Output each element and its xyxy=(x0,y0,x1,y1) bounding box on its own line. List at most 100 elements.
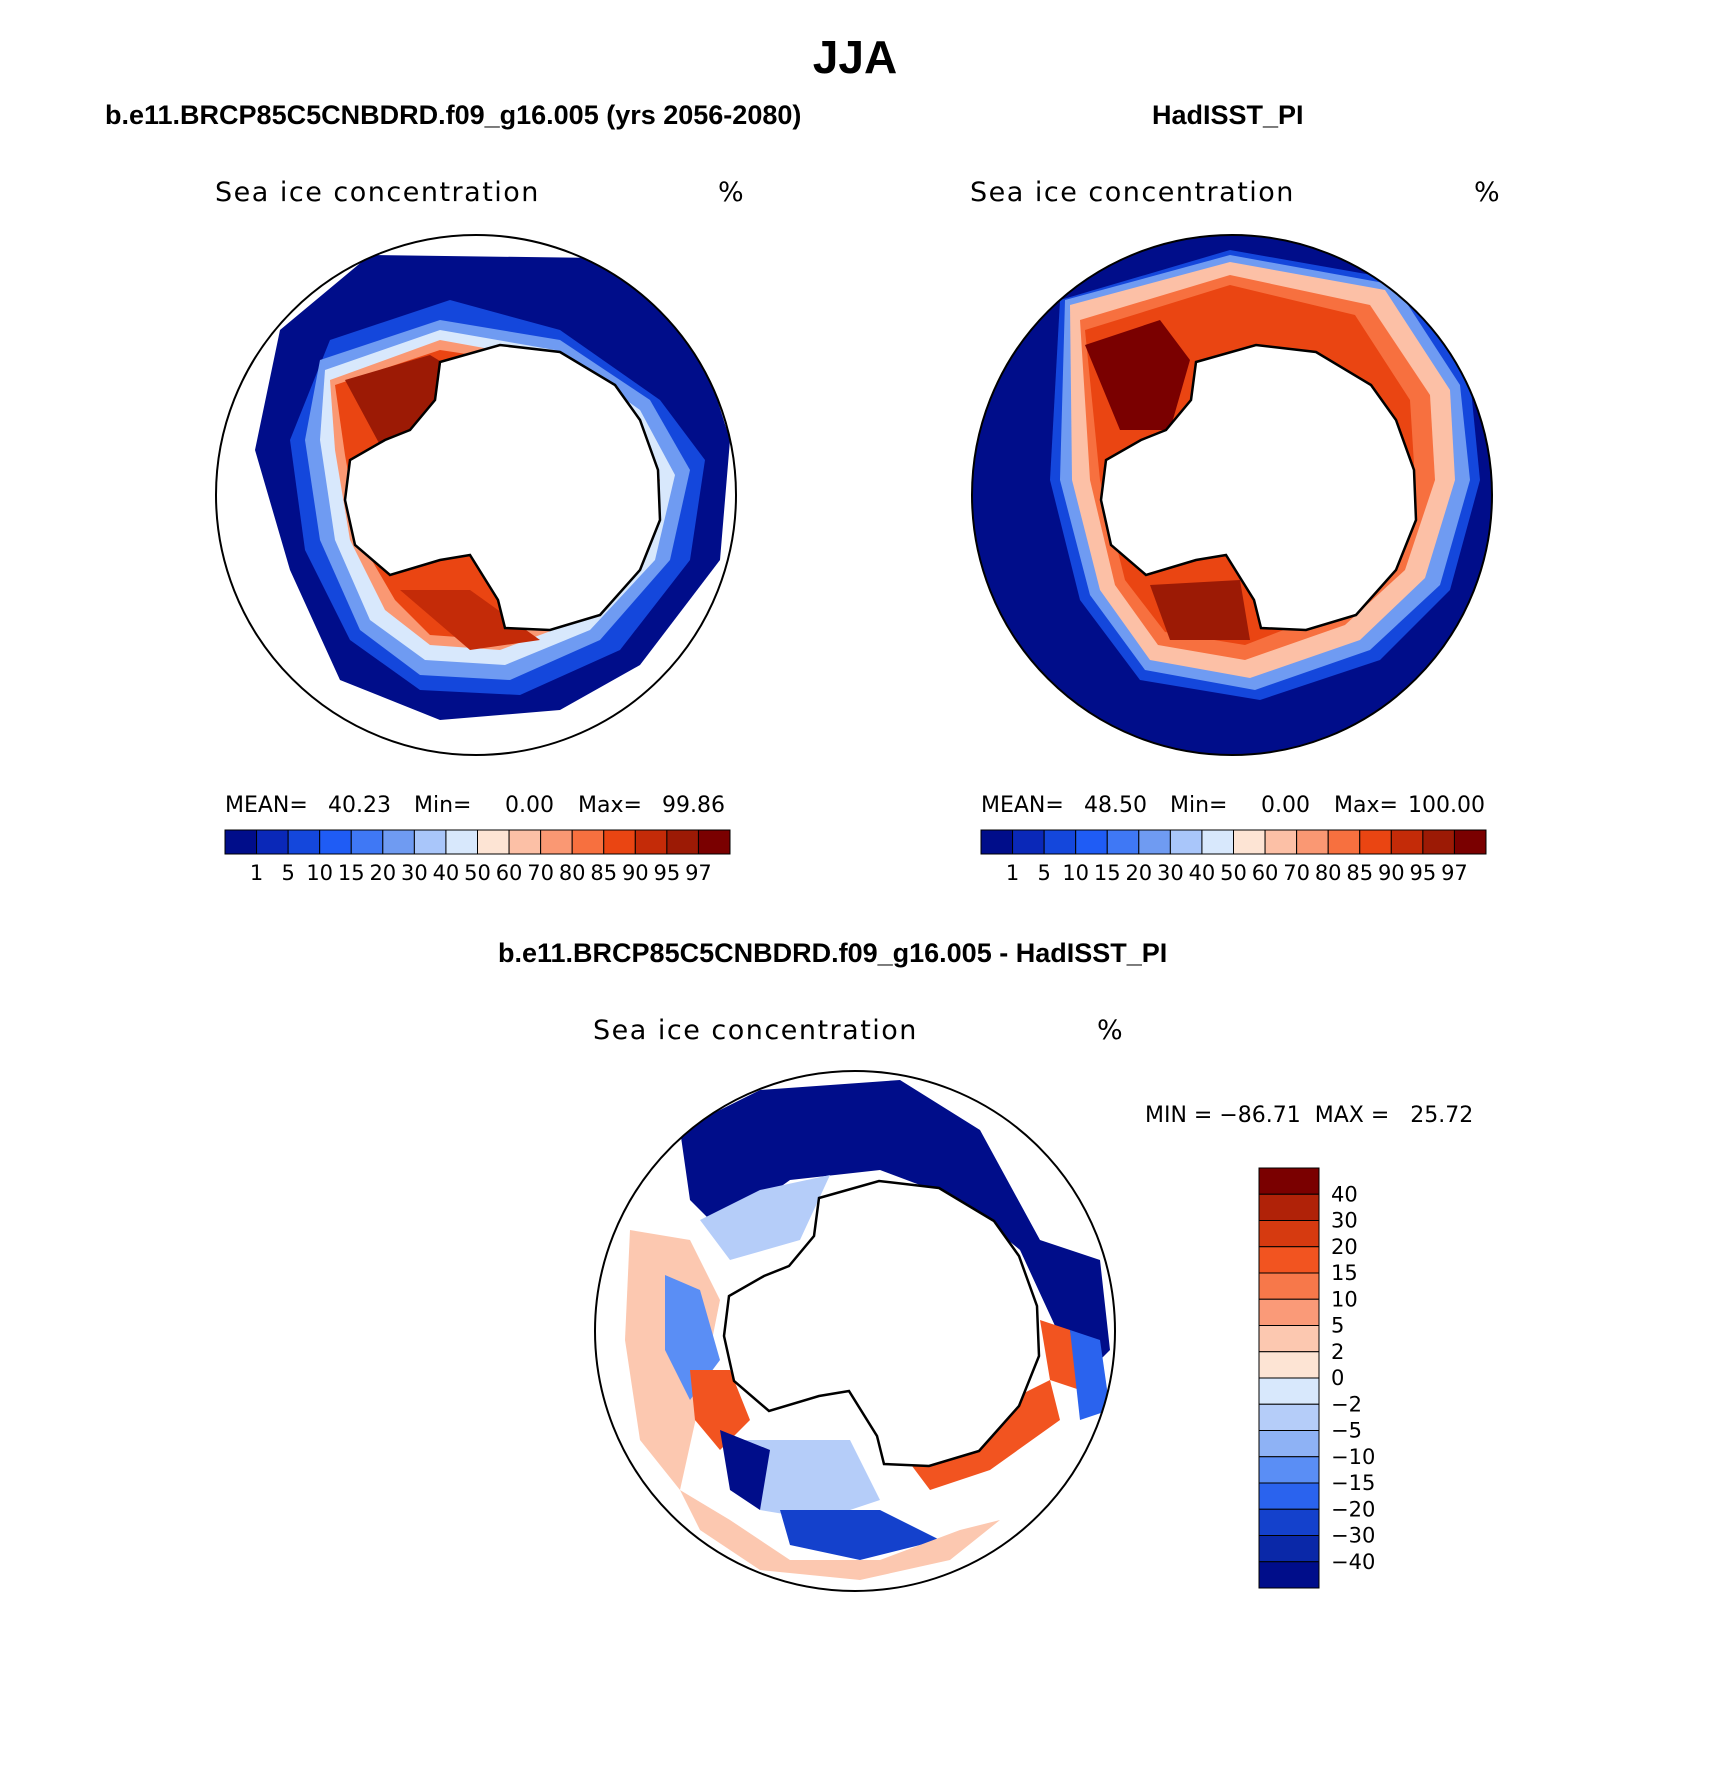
panel-2-colorbar-swatch xyxy=(1390,829,1424,855)
panel-1-units: % xyxy=(718,177,746,208)
panel-1-colorbar-swatch xyxy=(477,829,510,855)
panel-3-colorbar-tick-label: −40 xyxy=(1331,1550,1375,1574)
panel-1-colorbar-tick-label: 97 xyxy=(685,861,712,885)
antarctica-land xyxy=(722,1179,1041,1468)
panel-3-colorbar-swatch xyxy=(1258,1351,1320,1379)
panel-3-colorbar-swatch xyxy=(1258,1482,1320,1510)
panel-2-colorbar-tick-label: 90 xyxy=(1378,861,1405,885)
panel-3-colorbar-tick-label: 15 xyxy=(1331,1261,1358,1285)
panel-3-colorbar-swatch xyxy=(1258,1377,1320,1405)
panel-3-units: % xyxy=(1097,1015,1125,1046)
panel-2-colorbar-tick-label: 70 xyxy=(1283,861,1310,885)
panel-1-colorbar-swatch xyxy=(697,829,731,855)
panel-2-colorbar-tick-label: 15 xyxy=(1094,861,1121,885)
panel-1-mean-label: MEAN= xyxy=(225,793,308,818)
panel-2-colorbar-swatch xyxy=(1264,829,1298,855)
panel-2-colorbar-tick-label: 40 xyxy=(1189,861,1216,885)
panel-1-colorbar-swatch xyxy=(287,829,321,855)
panel-2-colorbar-tick-label: 95 xyxy=(1410,861,1437,885)
panel-2-max-value: 100.00 xyxy=(1408,793,1485,818)
panel-2-mean-value: 48.50 xyxy=(1084,793,1147,818)
panel-2-colorbar-swatch xyxy=(1169,829,1203,855)
panel-2-colorbar-tick-label: 97 xyxy=(1441,861,1468,885)
panel-3-colorbar-tick-label: 5 xyxy=(1331,1314,1344,1338)
panel-1-colorbar-tick-label: 95 xyxy=(654,861,681,885)
panel-1-colorbar-swatch xyxy=(445,829,478,855)
panel-1-colorbar-tick-label: 80 xyxy=(559,861,586,885)
panel-1-colorbar-swatch xyxy=(382,829,415,855)
panel-2-colorbar-tick-label: 85 xyxy=(1346,861,1373,885)
panel-2-colorbar-swatch xyxy=(1327,829,1361,855)
panel-1-colorbar-tick-label: 50 xyxy=(464,861,491,885)
panel-3-colorbar-tick-label: 30 xyxy=(1331,1209,1358,1233)
panel-1-colorbar-tick-label: 15 xyxy=(338,861,365,885)
panel-1-colorbar-swatch xyxy=(508,829,542,855)
panel-1-colorbar-tick-label: 5 xyxy=(281,861,294,885)
panel-3-colorbar-swatch xyxy=(1258,1167,1320,1195)
panel-1-colorbar-tick-label: 60 xyxy=(496,861,523,885)
panel-2-colorbar-tick-label: 80 xyxy=(1315,861,1342,885)
panel-2-colorbar-swatch xyxy=(1106,829,1140,855)
panel-1-colorbar-tick-label: 85 xyxy=(590,861,617,885)
panel-3-colorbar-tick-label: 2 xyxy=(1331,1340,1344,1364)
panel-2-colorbar-swatch xyxy=(1201,829,1234,855)
panel-2-colorbar-swatch xyxy=(1296,829,1329,855)
panel-3-subtitle: Sea ice concentration xyxy=(593,1015,918,1046)
panel-3-colorbar-swatch xyxy=(1258,1193,1320,1221)
panel-3-min-max: MIN = −86.71 MAX = 25.72 xyxy=(1145,1103,1474,1128)
panel-2-colorbar-swatch xyxy=(1138,829,1171,855)
panel-2-colorbar-swatch xyxy=(1012,829,1045,855)
antarctica-land xyxy=(343,343,662,632)
panel-2-colorbar-tick-label: 60 xyxy=(1252,861,1279,885)
panel-3-colorbar-swatch xyxy=(1258,1298,1320,1326)
panel-2-colorbar-swatch xyxy=(1359,829,1392,855)
panel-3-colorbar-swatch xyxy=(1258,1508,1320,1536)
panel-1-colorbar-tick-label: 30 xyxy=(401,861,428,885)
panel-3-colorbar-tick-label: 20 xyxy=(1331,1235,1358,1259)
panel-3-colorbar-tick-label: −5 xyxy=(1331,1419,1362,1443)
panel-1-colorbar-tick-label: 20 xyxy=(369,861,396,885)
panel-1-colorbar-tick-label: 1 xyxy=(250,861,263,885)
panel-1-max-value: 99.86 xyxy=(662,793,725,818)
panel-3-title: b.e11.BRCP85C5CNBDRD.f09_g16.005 - HadIS… xyxy=(498,938,1168,968)
panel-2-units: % xyxy=(1474,177,1502,208)
panel-3-colorbar-swatch xyxy=(1258,1272,1320,1300)
panel-3-colorbar-tick-label: −20 xyxy=(1331,1497,1375,1521)
panel-1-colorbar-swatch xyxy=(571,829,605,855)
panel-2-max-label: Max= xyxy=(1334,793,1398,818)
panel-3-colorbar-swatch xyxy=(1258,1456,1320,1484)
panel-3-colorbar-tick-label: −30 xyxy=(1331,1524,1375,1548)
panel-3-colorbar-swatch xyxy=(1258,1220,1320,1248)
panel-3-colorbar-swatch xyxy=(1258,1535,1320,1563)
panel-3-colorbar-tick-label: 10 xyxy=(1331,1287,1358,1311)
panel-1-title: b.e11.BRCP85C5CNBDRD.f09_g16.005 (yrs 20… xyxy=(105,100,802,130)
panel-1-subtitle: Sea ice concentration xyxy=(215,177,540,208)
panel-1-colorbar-tick-label: 90 xyxy=(622,861,649,885)
panel-1-colorbar-swatch xyxy=(224,829,258,855)
panel-2-colorbar-tick-label: 5 xyxy=(1037,861,1050,885)
panel-2-subtitle: Sea ice concentration xyxy=(970,177,1295,208)
panel-3-colorbar-swatch xyxy=(1258,1325,1320,1353)
panel-2-colorbar-swatch xyxy=(980,829,1014,855)
panel-2-min-value: 0.00 xyxy=(1261,793,1310,818)
antarctica-land xyxy=(1099,343,1418,632)
panel-3-colorbar-tick-label: 40 xyxy=(1331,1182,1358,1206)
panel-2-min-label: Min= xyxy=(1170,793,1228,818)
panel-3-colorbar-swatch xyxy=(1258,1561,1320,1589)
panel-1-min-value: 0.00 xyxy=(505,793,554,818)
panel-1-min-label: Min= xyxy=(414,793,472,818)
panel-1-mean-value: 40.23 xyxy=(328,793,391,818)
panel-3-colorbar-swatch xyxy=(1258,1430,1320,1458)
panel-1-colorbar-tick-label: 10 xyxy=(306,861,333,885)
panel-3-colorbar-tick-label: 0 xyxy=(1331,1366,1344,1390)
panel-2-mean-label: MEAN= xyxy=(981,793,1064,818)
panel-2-colorbar-tick-label: 30 xyxy=(1157,861,1184,885)
panel-2-colorbar-tick-label: 50 xyxy=(1220,861,1247,885)
figure-title: JJA xyxy=(812,31,898,83)
